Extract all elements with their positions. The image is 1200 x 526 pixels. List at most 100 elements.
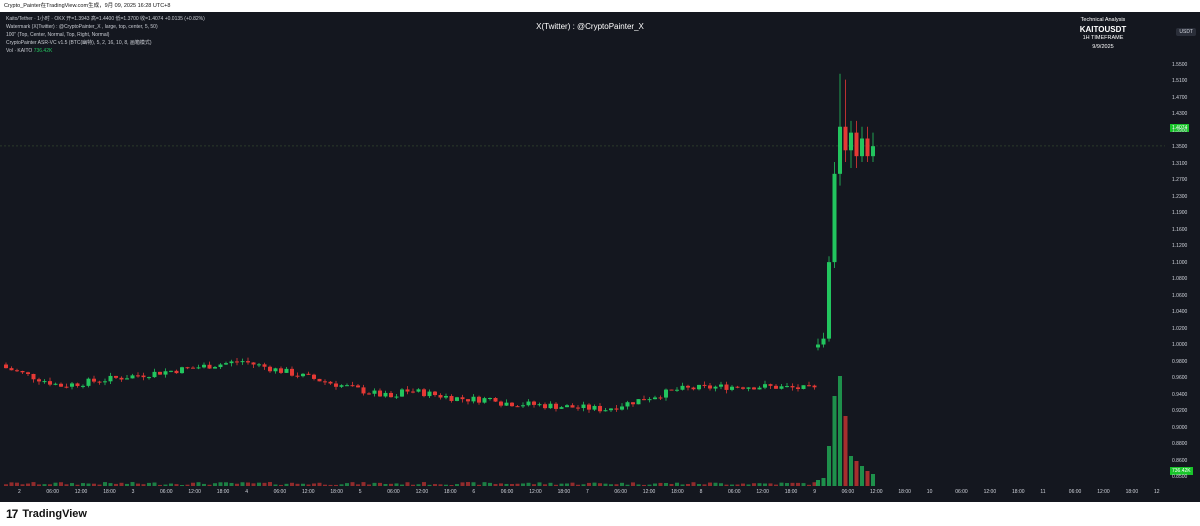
volume-bar [301, 483, 305, 486]
candle-body [614, 408, 619, 410]
price-axis-label: 0.9200 [1172, 408, 1188, 415]
candle-body [603, 410, 608, 412]
volume-bar [849, 456, 853, 486]
candle-body [97, 381, 102, 383]
volume-bar [460, 482, 465, 486]
candle-body [598, 405, 602, 412]
legend-text-line: 100" (Top, Center, Normal, Top, Right, N… [6, 32, 110, 38]
technical-analysis-box: Technical Analysis KAITOUSDT 1H TIMEFRAM… [1058, 16, 1148, 52]
candle-body [361, 387, 366, 394]
candle-body [871, 146, 875, 157]
volume-bar [565, 483, 569, 486]
volume-bar [515, 483, 520, 486]
volume-bar [64, 484, 69, 486]
candle-body [849, 132, 853, 151]
volume-bar [493, 484, 498, 486]
volume-bar [510, 484, 514, 486]
currency-badge[interactable]: USDT [1176, 28, 1196, 36]
candle-body [477, 396, 481, 403]
candlestick-chart[interactable] [0, 12, 1200, 502]
candle-body [854, 132, 859, 157]
candle-body [697, 384, 701, 390]
candle-body [865, 138, 870, 157]
candle-body [301, 373, 305, 377]
candle-body [532, 401, 536, 405]
volume-bar [378, 482, 382, 486]
time-axis-label: 18:00 [216, 489, 230, 495]
legend-volume-value: 736.42K [33, 48, 53, 54]
candle-body [191, 367, 195, 369]
volume-bar [251, 483, 256, 486]
candle-body [801, 385, 806, 389]
candle-body [543, 404, 547, 409]
candle-body [821, 338, 826, 345]
volume-bar [647, 484, 652, 486]
candle-body [158, 371, 162, 375]
volume-bar [37, 484, 41, 486]
tradingview-logo[interactable]: 17 TradingView [6, 507, 87, 521]
volume-bar [75, 484, 80, 486]
candle-body [702, 384, 707, 386]
volume-bar [642, 484, 646, 486]
volume-bar [174, 484, 179, 486]
time-axis-label: 06:00 [500, 489, 514, 495]
candle-body [482, 398, 487, 403]
time-axis-label: 7 [586, 489, 589, 495]
time-axis-label: 12:00 [870, 489, 883, 495]
volume-bar [785, 483, 789, 486]
volume-bar [268, 482, 272, 486]
volume-bar [20, 484, 25, 486]
time-axis-label: 10 [926, 489, 933, 495]
candle-body [807, 385, 811, 387]
candle-body [609, 408, 613, 411]
volume-bar [816, 480, 820, 486]
price-axis-label: 0.8800 [1172, 441, 1188, 448]
price-axis-label: 1.3100 [1172, 160, 1188, 167]
candle-body [427, 391, 432, 397]
time-axis-label: 18:00 [784, 489, 798, 495]
volume-bar [581, 484, 586, 486]
candle-body [218, 364, 223, 368]
volume-bar [356, 484, 360, 486]
volume-bar [757, 483, 762, 486]
time-axis-label: 6 [472, 489, 476, 495]
volume-bar [708, 482, 712, 486]
time-axis-label: 2 [18, 489, 21, 495]
candle-body [620, 406, 624, 410]
price-axis-label: 1.0600 [1172, 292, 1188, 299]
price-axis-label: 0.9800 [1172, 358, 1188, 365]
volume-bar [686, 483, 690, 486]
time-axis-label: 18:00 [557, 489, 571, 495]
candle-body [130, 375, 135, 379]
volume-bar [713, 482, 718, 486]
volume-bar [438, 484, 443, 486]
volume-bar [290, 482, 294, 486]
volume-bar [229, 482, 234, 486]
volume-bar [92, 483, 96, 486]
candle-body [213, 367, 217, 369]
candle-body [680, 385, 685, 390]
volume-bar [838, 376, 842, 486]
volume-bar [15, 482, 19, 486]
candle-body [816, 344, 820, 348]
candle-body [460, 397, 465, 400]
volume-bar [620, 482, 624, 486]
time-axis-label: 9 [813, 489, 816, 495]
volume-bar [790, 482, 795, 486]
time-axis-label: 12:00 [415, 489, 429, 495]
candle-body [180, 367, 184, 374]
time-axis-label: 12:00 [1097, 489, 1110, 495]
volume-bar [521, 483, 525, 486]
price-axis-label: 1.3900 [1172, 127, 1188, 134]
time-axis-label: 18:00 [103, 489, 116, 495]
chart-panel[interactable]: Kaito/Tether · 1小时 · OKX 开=1.3943 高=1.44… [0, 12, 1200, 502]
volume-bar [812, 482, 817, 486]
volume-bar [361, 482, 366, 486]
price-axis-label: 1.0200 [1172, 325, 1188, 332]
candle-body [559, 407, 564, 409]
volume-bar [477, 484, 481, 486]
volume-bar [482, 482, 487, 486]
watermark: X(Twitter) : @CryptoPainter_X [536, 22, 644, 31]
candle-body [724, 384, 729, 390]
volume-bar [543, 484, 547, 486]
